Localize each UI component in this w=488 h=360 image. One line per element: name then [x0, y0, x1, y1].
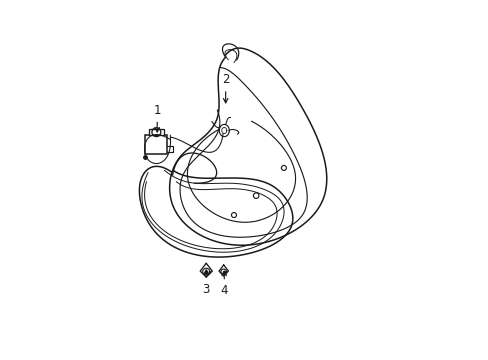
- Text: 4: 4: [220, 271, 227, 297]
- Text: 1: 1: [153, 104, 161, 132]
- FancyBboxPatch shape: [145, 135, 167, 154]
- Text: 3: 3: [202, 270, 209, 296]
- Text: 2: 2: [222, 73, 229, 103]
- FancyBboxPatch shape: [148, 129, 164, 135]
